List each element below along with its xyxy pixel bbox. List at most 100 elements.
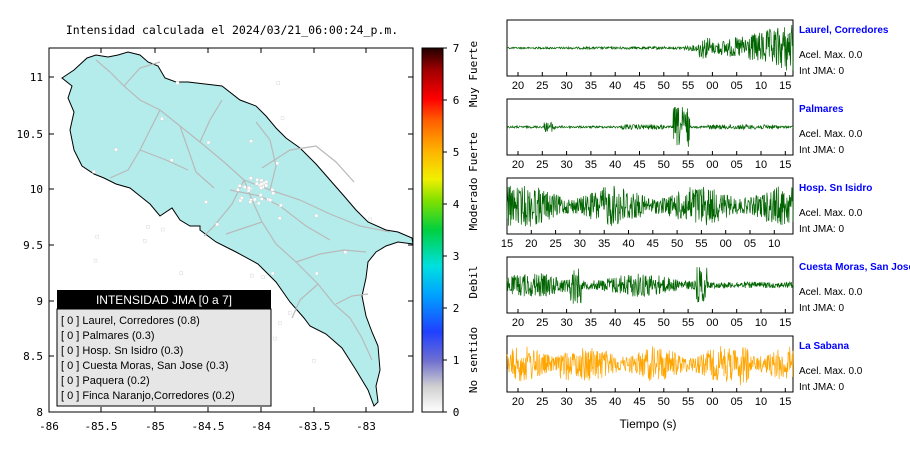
station-name: Laurel, Corredores [799, 25, 889, 36]
waveform-tick-label: 55 [695, 238, 707, 250]
station-intensity: Int JMA: 0 [799, 66, 844, 77]
town-marker [259, 182, 264, 186]
town-marker [261, 275, 265, 279]
road [139, 149, 189, 171]
waveform-tick-label: 40 [609, 396, 621, 408]
waveform-tick-label: 25 [536, 317, 548, 329]
town-marker [160, 116, 164, 121]
town-marker [260, 197, 264, 201]
colorbar-tick-label: 6 [453, 94, 460, 107]
colorbar-tick-label: 3 [453, 250, 460, 263]
waveform-tick-label: 40 [609, 317, 621, 329]
waveform-tick-label: 40 [609, 80, 621, 92]
legend-row: [ 0 ] Laurel, Corredores (0.8) [61, 315, 200, 327]
town-marker [248, 200, 252, 204]
legend-row: [ 0 ] Cuesta Moras, San Jose (0.3) [61, 360, 229, 372]
y-tick-label: 11 [30, 71, 43, 84]
road [243, 179, 391, 233]
waveform-tick-label: 05 [731, 159, 743, 171]
road [291, 283, 319, 319]
waveform-tick-label: 55 [682, 80, 694, 92]
station-accel: Acel. Max. 0.0 [799, 129, 863, 140]
town-marker [206, 140, 211, 145]
town-marker [312, 359, 316, 363]
waveform-tick-label: 30 [560, 317, 572, 329]
town-marker [264, 183, 268, 188]
legend-row: [ 0 ] Palmares (0.3) [61, 330, 155, 342]
station-name: Hosp. Sn Isidro [799, 183, 872, 194]
town-marker [247, 186, 251, 190]
waveform-tick-label: 15 [779, 317, 791, 329]
town-marker [175, 81, 180, 85]
town-marker [248, 176, 253, 180]
town-marker [275, 161, 279, 165]
colorbar-class-label: Moderado [467, 178, 480, 231]
waveform-tick-label: 15 [779, 80, 791, 92]
waveform-tick-label: 40 [622, 238, 634, 250]
town-marker [280, 116, 285, 120]
station-name: Palmares [799, 104, 844, 115]
road [295, 249, 367, 263]
colorbar-tick-label: 0 [453, 406, 460, 419]
waveform-tick-label: 00 [720, 238, 732, 250]
town-marker [114, 147, 118, 152]
town-marker [169, 158, 174, 162]
waveform-tick-label: 05 [731, 396, 743, 408]
waveform-tick-label: 10 [755, 317, 767, 329]
road [199, 99, 223, 143]
road [261, 145, 355, 183]
map-y-axis: 11 10.5 10 9.5 9 8.5 8 [17, 71, 413, 419]
town-marker [278, 216, 282, 220]
waveform-tick-label: 30 [574, 238, 586, 250]
waveform-trace [506, 346, 794, 386]
waveform-tick-label: 55 [682, 159, 694, 171]
waveform-tick-label: 55 [682, 317, 694, 329]
waveform-tick-label: 05 [731, 317, 743, 329]
waveform-tick-label: 35 [585, 159, 597, 171]
waveform-panel: 20 25 30 35 40 45 50 55 00 05 10 15 Cuesta Moras, Sa… [506, 256, 910, 329]
waveform-tick-label: 00 [706, 159, 718, 171]
legend-title: INTENSIDAD JMA [0 a 7] [96, 293, 232, 307]
colorbar-gradient [421, 47, 444, 413]
waveform-panel: 15 20 25 30 35 40 45 50 55 00 05 10 Hosp. Sn Isidro A… [501, 177, 872, 250]
town-marker [276, 81, 280, 85]
x-tick-label: -83.5 [297, 420, 330, 433]
waveform-tick-label: 50 [658, 159, 670, 171]
waveform-tick-label: 40 [609, 159, 621, 171]
town-marker [273, 336, 277, 341]
waveform-tick-label: 25 [536, 80, 548, 92]
colorbar-class-label: Muy Fuerte [467, 41, 480, 107]
map-panel: Intensidad calculada el 2024/03/21_06:00… [17, 23, 414, 433]
waveform-tick-label: 45 [633, 80, 645, 92]
waveform-tick-label: 10 [755, 80, 767, 92]
legend-row: [ 0 ] Hosp. Sn Isidro (0.3) [61, 345, 183, 357]
waveform-tick-label: 00 [706, 396, 718, 408]
town-marker [257, 201, 261, 206]
town-marker [93, 258, 98, 263]
town-marker [236, 187, 240, 192]
waveform-tick-label: 20 [525, 238, 537, 250]
waveform-tick-label: 00 [706, 80, 718, 92]
y-tick-label: 9.5 [23, 239, 43, 252]
waveform-tick-label: 30 [560, 80, 572, 92]
waveform-tick-label: 55 [682, 396, 694, 408]
x-tick-label: -85 [145, 420, 165, 433]
town-marker [314, 213, 319, 218]
town-marker [368, 217, 372, 222]
town-marker [278, 321, 282, 325]
road [243, 179, 373, 361]
intensity-legend: INTENSIDAD JMA [0 a 7] [ 0 ] Laurel, Cor… [56, 290, 272, 407]
y-tick-label: 10.5 [17, 128, 44, 141]
road [179, 125, 215, 189]
traces-x-label: Tiempo (s) [620, 417, 677, 431]
colorbar-class-label: Debil [467, 265, 480, 298]
waveform-trace [507, 24, 794, 71]
waveform-tick-label: 45 [647, 238, 659, 250]
town-marker [279, 203, 283, 208]
town-marker [249, 139, 253, 143]
x-tick-label: -83 [356, 420, 376, 433]
town-marker [259, 193, 263, 197]
waveform-trace [506, 107, 794, 147]
station-accel: Acel. Max. 0.0 [799, 208, 863, 219]
waveform-tick-label: 05 [744, 238, 756, 250]
